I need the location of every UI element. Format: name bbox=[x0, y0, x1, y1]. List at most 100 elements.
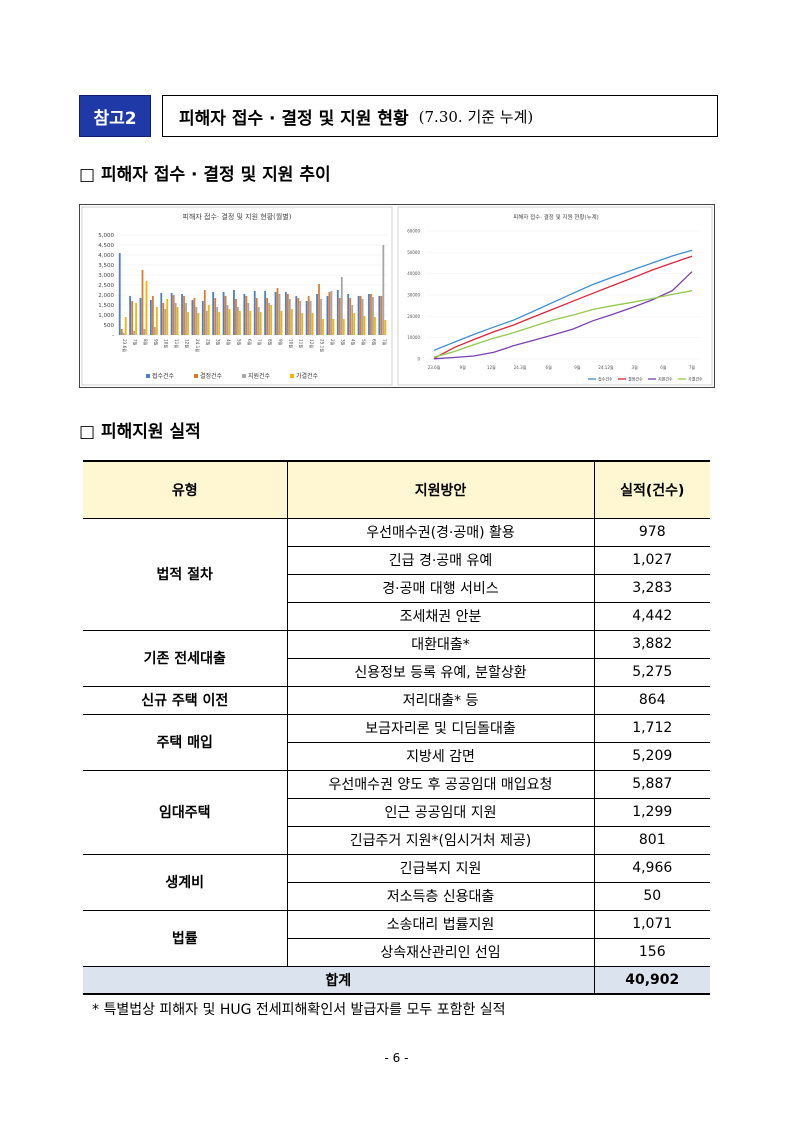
bar-x-tick-label: 23.6월 bbox=[121, 339, 128, 352]
bar-mark bbox=[382, 245, 385, 335]
bar-mark bbox=[259, 312, 262, 335]
plan-cell: 긴급주거 지원*(임시거처 제공) bbox=[287, 825, 595, 855]
bar-mark bbox=[214, 298, 217, 335]
bar-mark bbox=[160, 293, 163, 335]
bar-x-tick-label: 5월 bbox=[235, 339, 242, 346]
bar-mark bbox=[299, 301, 302, 335]
bar-mark bbox=[216, 307, 219, 335]
line-series bbox=[433, 290, 693, 358]
line-x-tick-label: 9월 bbox=[574, 364, 581, 370]
table-row: 법적 절차 우선매수권(경·공매) 활용 978 bbox=[83, 517, 710, 631]
bar-mark bbox=[135, 303, 138, 335]
bar-mark bbox=[301, 313, 304, 335]
bar-mark bbox=[307, 296, 310, 335]
line-x-tick-label: 9월 bbox=[460, 364, 467, 370]
count-cell: 801 bbox=[593, 825, 710, 855]
bar-mark bbox=[197, 313, 200, 335]
bar-mark bbox=[351, 305, 354, 335]
count-cell: 4,966 bbox=[593, 853, 710, 883]
plan-cell: 우선매수권(경·공매) 활용 bbox=[286, 517, 595, 547]
bar-mark bbox=[349, 298, 352, 335]
table-row: 긴급주거 지원*(임시거처 제공) 801 bbox=[83, 825, 710, 855]
page-subtitle: (7.30. 기준 누계) bbox=[418, 107, 534, 126]
count-cell: 864 bbox=[593, 685, 710, 715]
bar-mark bbox=[353, 313, 356, 335]
line-series bbox=[433, 255, 693, 359]
bar-mark bbox=[340, 277, 343, 335]
bar-x-tick-label: 3월 bbox=[215, 339, 222, 346]
bar-mark bbox=[378, 296, 381, 335]
bar-mark bbox=[153, 327, 156, 335]
bar-mark bbox=[155, 307, 158, 335]
bar-mark bbox=[172, 295, 175, 335]
line-series bbox=[433, 271, 693, 360]
bar-y-tick-label: 1,000 bbox=[98, 313, 114, 319]
line-legend-label: 지원건수 bbox=[658, 376, 673, 382]
table-row: 인근 공공임대 지원 1,299 bbox=[83, 797, 710, 827]
bar-mark bbox=[139, 298, 142, 335]
type-cell: 신규 주택 이전 bbox=[83, 685, 288, 715]
trend-heading: □ 피해자 접수 · 결정 및 지원 추이 bbox=[79, 165, 331, 185]
bar-mark bbox=[247, 303, 250, 335]
total-row: 합계 40,902 bbox=[83, 965, 710, 995]
bar-mark bbox=[380, 296, 383, 335]
bar-mark bbox=[174, 303, 177, 335]
bar-mark bbox=[193, 298, 196, 335]
bar-mark bbox=[187, 312, 189, 335]
bar-mark bbox=[205, 311, 208, 335]
bar-x-tick-label: 9월 bbox=[152, 339, 159, 346]
bar-legend-swatch bbox=[146, 374, 150, 378]
plan-cell: 긴급복지 지원 bbox=[286, 853, 595, 883]
bar-x-tick-label: 2월 bbox=[329, 339, 336, 346]
table-row: 기존 전세대출 대환대출* 3,882 bbox=[83, 629, 710, 687]
bar-x-tick-label: 4월 bbox=[225, 339, 232, 346]
bar-mark bbox=[278, 294, 281, 335]
bar-mark bbox=[143, 329, 146, 335]
bar-legend-label: 결정건수 bbox=[200, 372, 223, 380]
bar-mark bbox=[286, 294, 289, 335]
bar-x-tick-label: 8월 bbox=[267, 339, 274, 346]
bar-mark bbox=[276, 288, 279, 335]
bar-mark bbox=[201, 301, 204, 335]
bar-mark bbox=[370, 294, 372, 335]
plan-cell: 우선매수권 양도 후 공공임대 매입요청 bbox=[286, 769, 595, 799]
footnote: * 특별법상 피해자 및 HUG 전세피해확인서 발급자를 모두 포함한 실적 bbox=[92, 1002, 506, 1018]
bar-mark bbox=[191, 300, 194, 335]
bar-mark bbox=[255, 298, 258, 335]
bar-x-tick-label: 3월 bbox=[339, 339, 346, 346]
line-y-tick-label: 20000 bbox=[407, 314, 420, 319]
count-cell: 1,027 bbox=[593, 545, 710, 575]
type-cell: 생계비 bbox=[83, 853, 288, 911]
bar-mark bbox=[129, 296, 132, 335]
bar-mark bbox=[131, 301, 134, 335]
bar-mark bbox=[151, 296, 154, 335]
bar-mark bbox=[176, 307, 179, 335]
line-x-tick-label: 23.6월 bbox=[428, 364, 441, 370]
reference-badge: 참고2 bbox=[79, 95, 151, 137]
count-cell: 5,275 bbox=[593, 657, 710, 687]
plan-cell: 보금자리론 및 디딤돌대출 bbox=[286, 713, 595, 743]
bar-x-tick-label: 6월 bbox=[246, 339, 253, 346]
bar-mark bbox=[384, 320, 387, 335]
line-x-tick-label: 12월 bbox=[487, 364, 496, 370]
table-row: 신규 주택 이전 저리대출* 등 864 bbox=[83, 685, 710, 715]
bar-mark bbox=[280, 311, 283, 335]
bar-mark bbox=[243, 294, 246, 335]
plan-cell: 신용정보 등록 유예, 분할상환 bbox=[287, 657, 595, 687]
bar-y-tick-label: 500 bbox=[104, 323, 115, 329]
bar-mark bbox=[372, 297, 374, 335]
line-chart-title: 피해자 접수· 결정 및 지원 현황(누계) bbox=[513, 213, 599, 221]
line-y-tick-label: 40000 bbox=[407, 271, 420, 276]
header-type: 유형 bbox=[83, 460, 288, 519]
table-row: 상속재산관리인 선임 156 bbox=[83, 937, 710, 967]
line-x-tick-label: 24.12월 bbox=[598, 364, 613, 370]
bar-x-tick-label: 10월 bbox=[287, 339, 294, 348]
plan-cell: 저리대출* 등 bbox=[286, 685, 595, 715]
count-cell: 156 bbox=[593, 937, 710, 967]
bar-mark bbox=[363, 316, 366, 335]
title-box: 피해자 접수 · 결정 및 지원 현황 (7.30. 기준 누계) bbox=[162, 95, 718, 137]
bar-x-tick-label: 12월 bbox=[184, 339, 191, 348]
bar-mark bbox=[237, 307, 239, 335]
plan-cell: 상속재산관리인 선임 bbox=[287, 937, 595, 967]
bar-mark bbox=[295, 296, 298, 335]
